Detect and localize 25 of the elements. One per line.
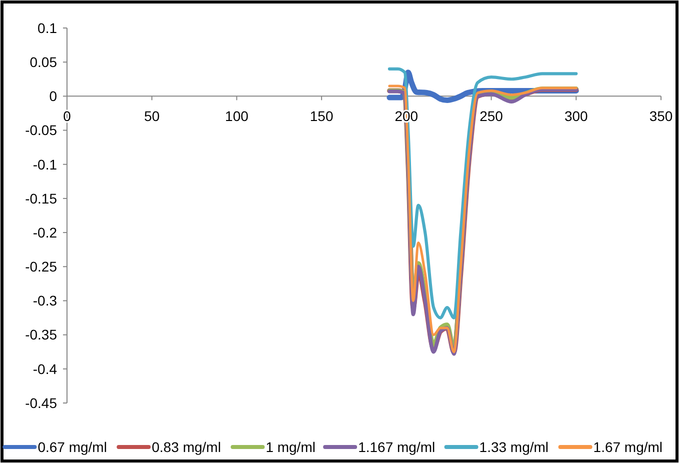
y-tick-label: -0.4 [32, 360, 58, 377]
legend-label: 1 mg/ml [266, 438, 316, 455]
y-tick-label: -0.25 [25, 258, 58, 275]
y-tick-label: 0.05 [30, 54, 58, 70]
x-tick-label: 100 [225, 108, 249, 124]
x-tick-label: 50 [144, 108, 160, 124]
y-tick-label: -0.3 [32, 292, 58, 309]
x-tick-label: 0 [63, 108, 72, 124]
y-tick-label: 0.1 [38, 20, 58, 36]
x-tick-label: 300 [564, 108, 588, 124]
x-tick-label: 250 [480, 108, 504, 124]
y-tick-label: -0.35 [25, 326, 58, 343]
y-tick-label: 0 [49, 88, 58, 104]
legend-label: 0.83 mg/ml [152, 438, 221, 455]
y-tick-label: -0.15 [25, 190, 58, 206]
y-tick-label: -0.45 [25, 394, 58, 411]
legend-label: 1.167 mg/ml [358, 438, 436, 455]
x-tick-label: 150 [310, 108, 334, 124]
y-tick-label: -0.2 [32, 224, 58, 240]
legend-label: 0.67 mg/ml [38, 438, 107, 455]
y-tick-label: -0.05 [25, 122, 58, 138]
legend-label: 1.33 mg/ml [479, 438, 549, 455]
y-tick-label: -0.1 [32, 156, 58, 172]
legend-label: 1.67 mg/ml [593, 438, 663, 455]
x-tick-label: 350 [649, 108, 673, 124]
